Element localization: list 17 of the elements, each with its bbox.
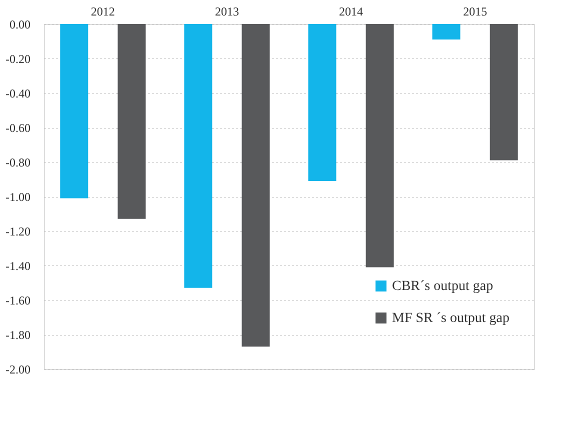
y-tick-label: -0.40 — [6, 86, 30, 100]
x-tick-label: 2015 — [463, 4, 488, 18]
y-tick-label: -1.60 — [6, 294, 30, 308]
y-tick-label: -0.80 — [6, 156, 30, 170]
y-tick-label: -0.60 — [6, 121, 30, 135]
y-tick-label: -2.00 — [6, 362, 30, 376]
legend-label: CBR´s output gap — [392, 279, 494, 294]
y-tick-label: -1.00 — [6, 190, 30, 204]
y-tick-label: -1.80 — [6, 328, 30, 342]
x-tick-label: 2014 — [339, 4, 364, 18]
legend-label: MF SR ´s output gap — [392, 311, 510, 326]
y-tick-label: -1.20 — [6, 224, 30, 238]
y-tick-label: -0.20 — [6, 52, 30, 66]
y-tick-label: -1.40 — [6, 259, 30, 273]
x-tick-label: 2012 — [90, 4, 115, 18]
y-tick-label: 0.00 — [10, 18, 30, 32]
x-tick-label: 2013 — [214, 4, 239, 18]
